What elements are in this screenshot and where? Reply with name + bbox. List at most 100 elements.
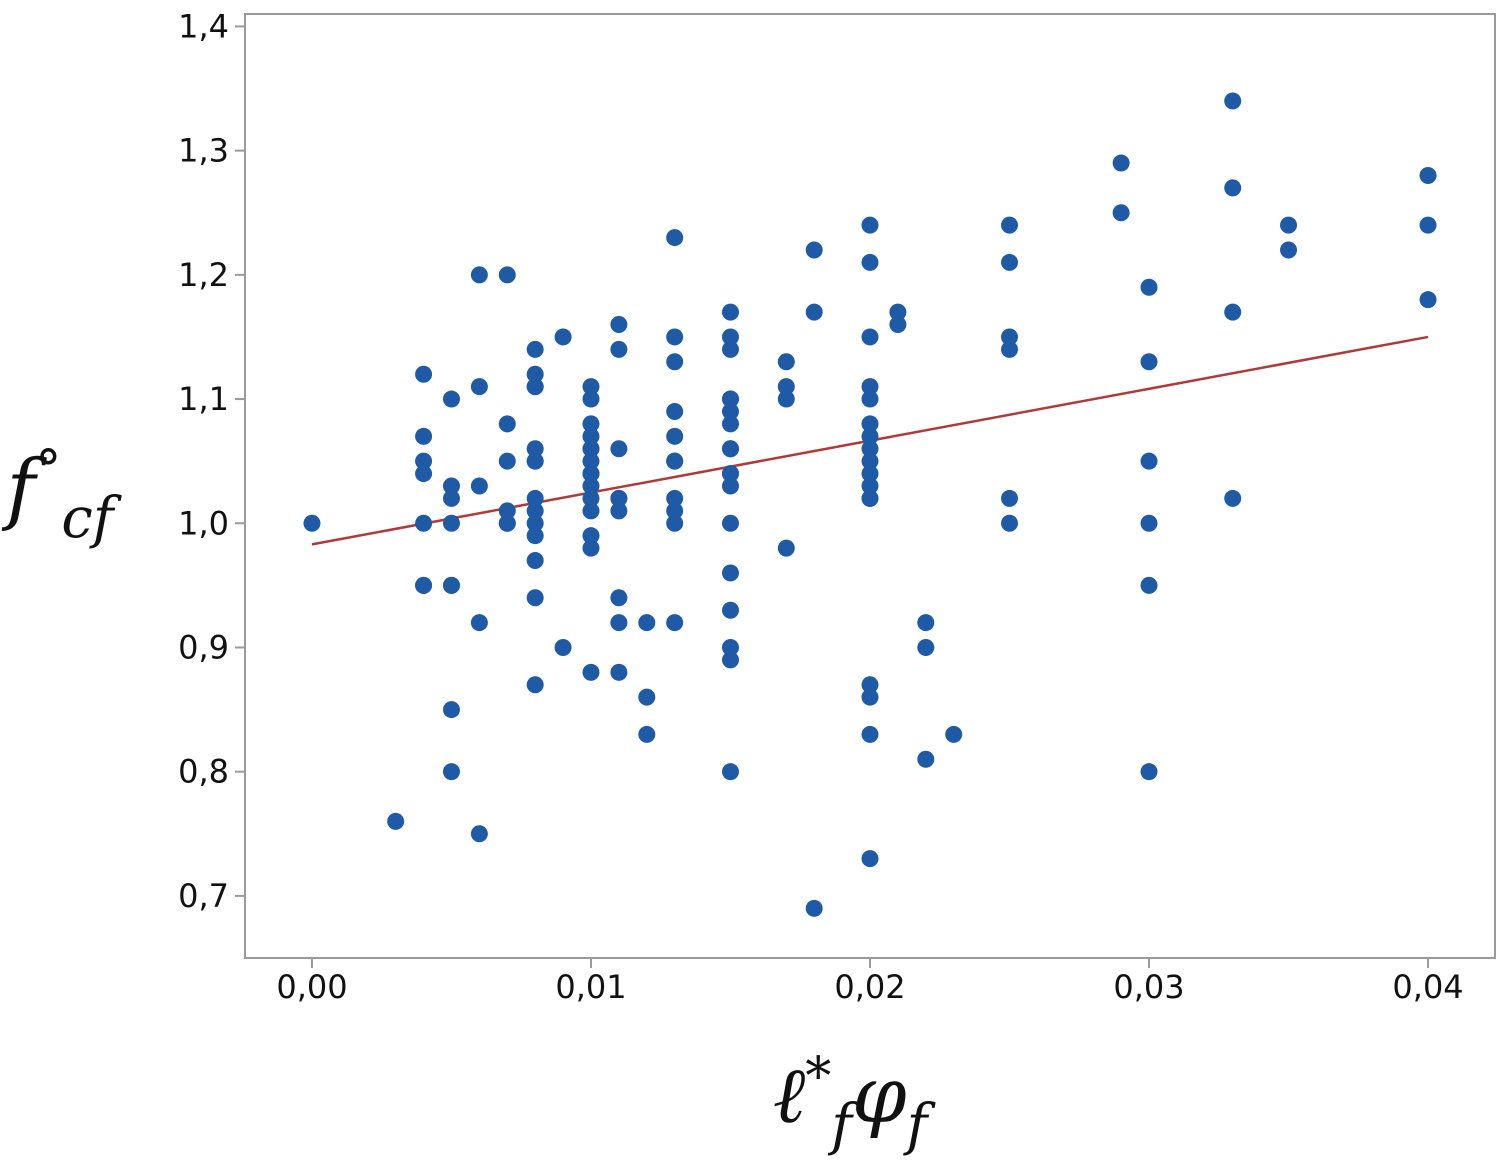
data-point [442, 477, 460, 495]
data-point [498, 452, 516, 470]
data-point [470, 266, 488, 284]
data-point [415, 465, 433, 483]
data-point [526, 514, 544, 532]
data-point [861, 850, 879, 868]
data-point [442, 763, 460, 781]
data-point [526, 378, 544, 396]
data-point [638, 688, 656, 706]
data-point [442, 489, 460, 507]
data-point [303, 514, 321, 532]
data-point [861, 477, 879, 495]
data-point [582, 440, 600, 458]
x-tick-label: 0,02 [834, 968, 905, 1006]
data-point [638, 614, 656, 632]
data-point [777, 539, 795, 557]
data-point [415, 576, 433, 594]
data-point [721, 328, 739, 346]
data-point [721, 651, 739, 669]
data-point [610, 614, 628, 632]
data-point [526, 552, 544, 570]
data-point [945, 725, 963, 743]
data-point [1419, 166, 1437, 184]
data-point [666, 452, 684, 470]
data-point [387, 812, 405, 830]
data-point [721, 390, 739, 408]
y-tick-label: 0,9 [178, 628, 229, 666]
data-point [554, 328, 572, 346]
data-point [442, 701, 460, 719]
data-point [666, 353, 684, 371]
data-point [666, 427, 684, 445]
data-point [582, 390, 600, 408]
data-point [1140, 278, 1158, 296]
data-point [470, 825, 488, 843]
data-point [721, 514, 739, 532]
data-point [498, 415, 516, 433]
data-point [861, 427, 879, 445]
data-point [1140, 763, 1158, 781]
data-point [442, 390, 460, 408]
x-tick-label: 0,01 [555, 968, 626, 1006]
x-axis: 0,00 0,01 0,02 0,03 0,04 [276, 958, 1464, 1006]
data-point [666, 502, 684, 520]
data-point [498, 266, 516, 284]
y-tick-label: 1,2 [178, 256, 229, 294]
data-point [861, 440, 879, 458]
data-point [582, 477, 600, 495]
data-point [861, 725, 879, 743]
data-point [526, 440, 544, 458]
data-point [582, 415, 600, 433]
data-point [721, 303, 739, 321]
data-point [582, 539, 600, 557]
data-point [721, 440, 739, 458]
data-point [526, 489, 544, 507]
data-point [861, 676, 879, 694]
data-point [582, 452, 600, 470]
data-point [666, 514, 684, 532]
data-point [582, 502, 600, 520]
data-point [666, 614, 684, 632]
data-point [666, 402, 684, 420]
data-point [1001, 328, 1019, 346]
data-points-layer [303, 92, 1437, 917]
data-point [610, 589, 628, 607]
data-point [554, 638, 572, 656]
data-point [415, 427, 433, 445]
data-point [470, 477, 488, 495]
data-point [526, 452, 544, 470]
data-point [415, 452, 433, 470]
data-point [526, 589, 544, 607]
data-point [1224, 179, 1242, 197]
y-tick-label: 0,7 [178, 877, 229, 915]
y-tick-label: 1,1 [178, 380, 229, 418]
data-point [498, 514, 516, 532]
data-point [917, 750, 935, 768]
data-point [1280, 241, 1298, 259]
data-point [861, 378, 879, 396]
data-point [917, 614, 935, 632]
data-point [470, 614, 488, 632]
data-point [1280, 216, 1298, 234]
data-point [861, 328, 879, 346]
data-point [1001, 216, 1019, 234]
data-point [721, 564, 739, 582]
data-point [777, 378, 795, 396]
data-point [861, 452, 879, 470]
data-point [1001, 489, 1019, 507]
data-point [1140, 576, 1158, 594]
data-point [1001, 253, 1019, 271]
data-point [861, 465, 879, 483]
data-point [805, 303, 823, 321]
data-point [721, 601, 739, 619]
data-point [638, 725, 656, 743]
data-point [861, 489, 879, 507]
data-point [1140, 353, 1158, 371]
data-point [582, 465, 600, 483]
data-point [861, 688, 879, 706]
data-point [1224, 303, 1242, 321]
data-point [1224, 92, 1242, 110]
data-point [610, 502, 628, 520]
data-point [721, 340, 739, 358]
data-point [610, 663, 628, 681]
